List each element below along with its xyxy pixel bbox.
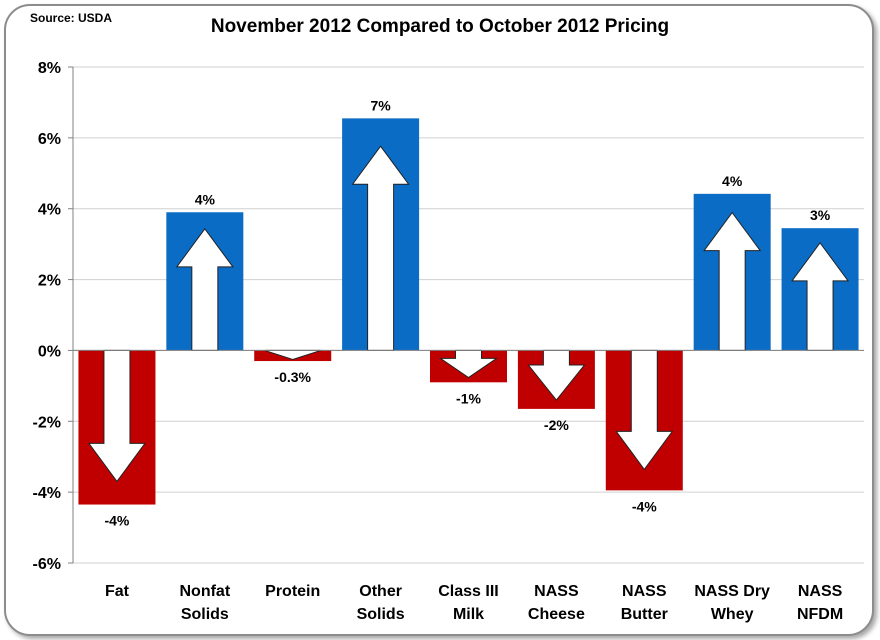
- y-tick-label: -6%: [33, 556, 61, 573]
- x-tick-label: Milk: [453, 606, 484, 623]
- y-tick-label: -4%: [33, 485, 61, 502]
- data-label: 7%: [370, 97, 391, 113]
- data-label: 3%: [810, 207, 831, 223]
- x-tick-label: Protein: [265, 583, 320, 600]
- data-label: -2%: [544, 417, 569, 433]
- data-label: -4%: [632, 498, 657, 514]
- x-tick-label: Nonfat: [180, 583, 231, 600]
- x-tick-label: NFDM: [797, 606, 843, 623]
- data-label: -0.3%: [274, 369, 311, 385]
- data-label: -1%: [456, 390, 481, 406]
- x-tick-label: Fat: [105, 583, 130, 600]
- source-note: Source: USDA: [30, 11, 113, 25]
- data-label: 4%: [195, 191, 216, 207]
- x-tick-label: Butter: [621, 606, 668, 623]
- data-label: 4%: [722, 173, 743, 189]
- x-tick-label: Class III: [438, 583, 498, 600]
- x-tick-label: Solids: [181, 606, 229, 623]
- x-tick-label: Whey: [711, 606, 754, 623]
- x-tick-label: NASS: [798, 583, 843, 600]
- chart-title: November 2012 Compared to October 2012 P…: [210, 16, 670, 37]
- x-tick-label: Other: [359, 583, 402, 600]
- x-tick-label: Cheese: [528, 606, 585, 623]
- x-tick-label: NASS Dry: [694, 583, 770, 600]
- y-tick-label: -2%: [33, 414, 61, 431]
- data-label: -4%: [104, 513, 129, 529]
- y-tick-label: 4%: [38, 202, 61, 219]
- x-tick-label: NASS: [534, 583, 579, 600]
- y-tick-label: 6%: [38, 131, 61, 148]
- x-tick-label: Solids: [357, 606, 405, 623]
- x-tick-label: NASS: [622, 583, 667, 600]
- y-tick-label: 0%: [38, 343, 61, 360]
- y-tick-label: 2%: [38, 273, 61, 290]
- y-tick-label: 8%: [38, 60, 61, 77]
